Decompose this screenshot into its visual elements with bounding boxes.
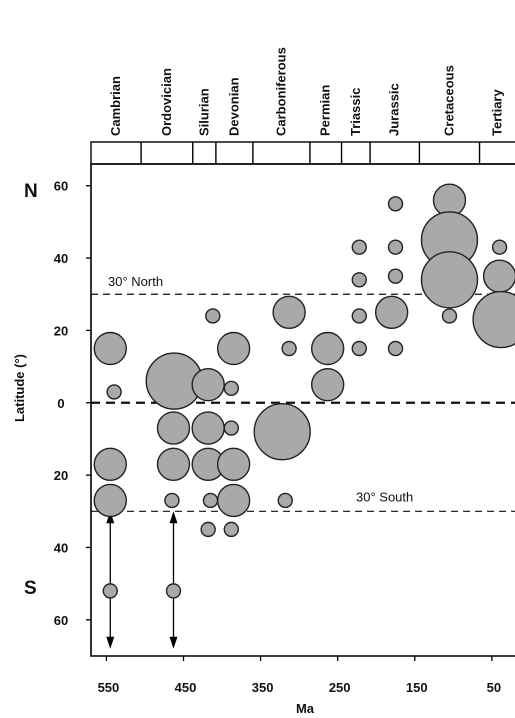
data-point (277, 492, 293, 509)
data-point (310, 331, 345, 366)
period-band: Cambrian Ordovician Silurian Devonian Carbon… (90, 47, 515, 165)
data-point (472, 290, 515, 349)
data-point (102, 583, 118, 599)
data-point (165, 583, 182, 599)
range-arrow-head-down (106, 636, 115, 649)
x-tick-label: 50 (487, 680, 501, 695)
range-arrow-head-down (169, 636, 178, 649)
period-label: Silurian (196, 88, 211, 136)
data-point (205, 308, 221, 324)
y-tick-label: 40 (54, 540, 68, 555)
data-point (156, 447, 191, 481)
data-point (420, 251, 479, 309)
reference-line-label: 30° North (108, 274, 163, 289)
data-point (223, 420, 240, 436)
data-point (374, 295, 409, 330)
range-arrows (106, 511, 178, 649)
data-points (93, 183, 515, 599)
y-tick-label: 20 (54, 323, 68, 338)
range-arrow-head-up (106, 511, 115, 524)
data-point (200, 521, 216, 538)
data-point (216, 447, 251, 481)
hemisphere-label-north: N (24, 181, 38, 202)
y-tick-label: 60 (54, 179, 68, 194)
period-band-box (90, 141, 515, 165)
period-label: Cambrian (108, 76, 123, 136)
data-point (387, 239, 404, 255)
data-point (216, 483, 251, 518)
x-tick-label: 450 (175, 680, 197, 695)
x-tick-label: 150 (406, 680, 428, 695)
data-point (281, 340, 297, 357)
range-arrow-head-up (169, 511, 178, 524)
data-point (491, 239, 508, 255)
data-point (106, 384, 122, 400)
data-point (387, 268, 404, 284)
hemisphere-label-south: S (24, 578, 37, 599)
x-axis-title: Ma (296, 701, 315, 716)
data-point (310, 367, 345, 402)
data-point (387, 340, 404, 357)
data-point (93, 483, 127, 518)
data-point (351, 340, 367, 357)
y-tick-label: 40 (54, 251, 68, 266)
x-tick-label: 250 (329, 680, 351, 695)
data-point (272, 295, 306, 330)
data-point (387, 196, 404, 212)
reference-line-label: 30° South (356, 489, 413, 504)
data-point (351, 308, 367, 324)
data-point (223, 380, 240, 396)
data-point (191, 411, 225, 445)
data-point (253, 403, 311, 461)
data-point (191, 367, 225, 402)
period-label: Tertiary (489, 89, 504, 136)
x-tick-label: 550 (98, 680, 120, 695)
period-label: Ordovician (159, 68, 174, 136)
data-point (156, 411, 191, 445)
data-point (164, 492, 180, 509)
data-point (202, 492, 219, 509)
data-point (223, 521, 240, 538)
axis-ticks: 60 40 20 0 20 40 60 550 450 350 250 150 50 (54, 179, 501, 695)
y-tick-label: 20 (54, 468, 68, 483)
data-point (216, 331, 251, 366)
period-label: Cretaceous (441, 65, 456, 136)
data-point (441, 308, 458, 324)
period-label: Triassic (348, 88, 363, 136)
data-point (93, 331, 127, 366)
period-label: Carboniferous (273, 47, 288, 136)
plot-frame-outline (90, 163, 515, 657)
period-label: Jurassic (387, 83, 402, 136)
plot-frame (90, 163, 515, 657)
x-tick-label: 350 (252, 680, 274, 695)
y-axis-title: Latitude (°) (12, 354, 27, 422)
y-tick-label: 0 (57, 396, 64, 411)
data-point (351, 272, 367, 288)
data-point (482, 259, 515, 293)
data-point (351, 239, 367, 255)
period-label: Permian (318, 85, 333, 136)
y-tick-label: 60 (54, 613, 68, 628)
data-point (93, 447, 127, 481)
period-label: Devonian (226, 77, 241, 136)
